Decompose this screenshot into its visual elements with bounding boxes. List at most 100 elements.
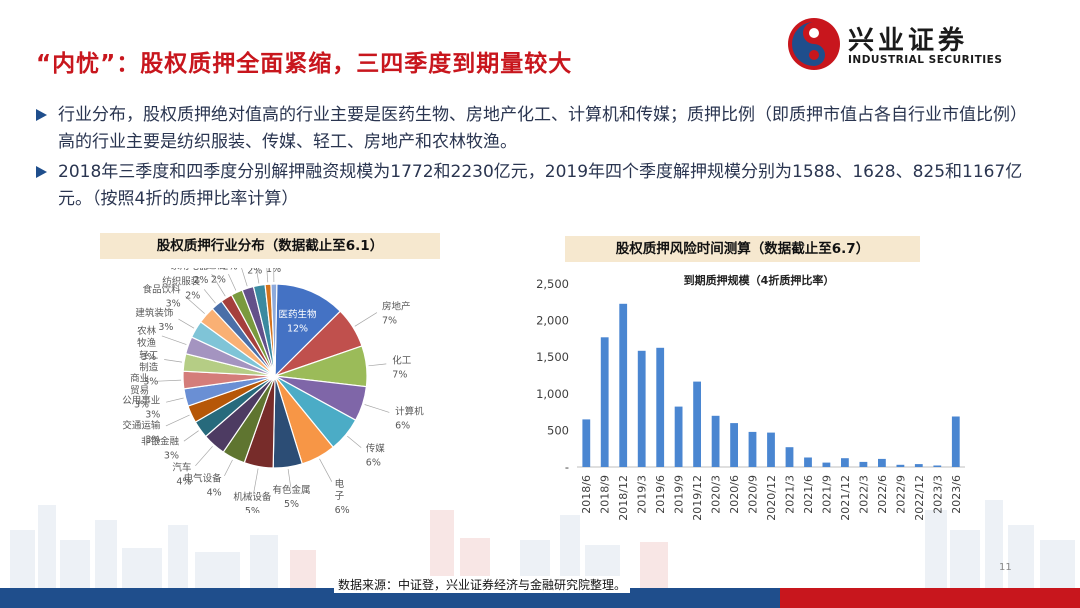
pie-label: 机械设备 [233,491,272,503]
pie-value-label: 2% [247,268,262,277]
pie-value-label: 3% [141,352,156,363]
logo-name-en: INDUSTRIAL SECURITIES [848,54,1003,66]
data-source-note: 数据来源：中证登，兴业证券经济与金融研究院整理。 [334,576,631,593]
x-tick-label: 2021/3 [784,475,797,514]
x-tick-label: 2019/3 [636,475,649,514]
x-tick-label: 2020/6 [728,475,741,514]
pie-label: 有色金属 [272,484,310,496]
y-tick-label: 500 [547,423,569,437]
pie-label: 家用电器 [170,268,209,272]
pie-label: 电气设备 [184,472,223,484]
bar [619,303,628,467]
x-tick-label: 2018/12 [617,475,630,521]
pie-leader-line [161,335,187,345]
pie-label: 非银金融 [141,436,180,448]
bar [748,431,757,467]
x-tick-label: 2022/9 [894,475,907,514]
y-tick-label: 1,000 [536,387,569,401]
bullet-text: 行业分布，股权质押绝对值高的行业主要是医药生物、房地产化工、计算机和传媒；质押比… [58,105,1027,152]
pie-leader-line [224,459,233,477]
pie-label: 汽车 [172,461,191,473]
pie-label: 建筑装饰 [135,307,173,319]
y-tick-label: 1,500 [536,350,569,364]
pie-chart-caption: 股权质押行业分布（数据截止至6.1） [100,233,440,259]
bullet-item: 2018年三季度和四季度分别解押融资规模为1772和2230亿元，2019年四个… [36,159,1036,213]
x-tick-label: 2018/9 [599,475,612,514]
pie-leader-line [164,359,183,363]
bar [914,464,923,467]
pie-label: 公用事业 [122,395,160,407]
pie-leader-line [184,296,205,314]
pie-label: 通信 [207,268,226,272]
industry-pie-chart: 医药生物 12% 房地产 7% 化工 7% 计算机 6% 传媒 6% 电子 6% 有色金属 5% 机械设备 5… [122,268,424,513]
bar [600,337,609,467]
pie-label: 农林牧渔 [137,325,157,349]
pie-leader-line [241,268,248,287]
pie-value-label: 3% [158,322,173,333]
bar [951,416,960,467]
pie-leader-line [354,312,378,327]
bar [656,347,665,467]
bar [582,419,591,467]
pie-leader-line [166,397,184,403]
pie-value-label: 7% [392,369,407,380]
pie-value-label: 6% [395,420,410,431]
pie-label: 计算机 [395,405,424,417]
pie-label: 电子 [335,478,345,502]
x-tick-label: 2019/9 [673,475,686,514]
pie-value-label: 2% [193,275,208,286]
pie-value-label: 5% [245,506,260,513]
bar [878,458,886,467]
pie-leader-line [266,268,269,283]
pie-value-label: 2% [223,268,238,273]
footer-band-blue [0,588,780,608]
pie-leader-line [195,446,213,467]
bullet-list: 行业分布，股权质押绝对值高的行业主要是医药生物、房地产化工、计算机和传媒；质押比… [36,102,1036,216]
pie-value-label: 4% [207,487,222,498]
maturity-bar-chart: 到期质押规模（4折质押比率） - 500 1,000 1,500 2,000 2,500 20… [536,273,965,521]
pie-label: 医药生物 [278,309,317,321]
footer-band [0,588,1080,608]
bar [693,381,701,467]
pie-leader-line [211,273,226,297]
logo-name-cn: 兴业证券 [848,26,969,56]
pie-leader-line [368,363,387,367]
pie-leader-line [178,318,195,329]
company-logo: 兴业证券 INDUSTRIAL SECURITIES [786,16,1056,72]
bar [674,406,683,467]
page-title: “内忧”：股权质押全面紧缩，三四季度到期量较大 [36,51,573,77]
pie-label: 商业贸易 [130,373,149,397]
logo-mark-icon [788,18,840,70]
x-tick-label: 2023/6 [950,475,963,514]
pie-label: 传媒 [366,442,386,454]
bar [933,465,942,467]
pie-leader-line [183,430,199,442]
pie-label: 纺织服装 [162,276,201,288]
bar [711,415,720,467]
pie-value-label: 2% [185,291,200,302]
pie-value-label: 3% [164,451,179,462]
pie-value-label: 2% [211,275,226,286]
pie-leader-line [319,458,333,482]
pie-value-label: 3% [145,434,160,445]
pie-label: 轻工制造 [139,350,159,374]
x-tick-label: 2019/12 [691,475,704,521]
pie-value-label: 7% [382,315,397,326]
pie-value-label: 5% [284,499,299,510]
pie-leader-line [203,289,216,304]
x-tick-label: 2023/3 [931,475,944,514]
pie-label: 房地产 [382,300,411,312]
bar [767,432,775,467]
pie-leader-line [253,468,259,495]
pie-slice [274,283,342,378]
pie-leader-line [364,404,390,413]
x-tick-label: 2021/9 [820,475,833,514]
pie-value-label: 1% [266,268,281,275]
bullet-item: 行业分布，股权质押绝对值高的行业主要是医药生物、房地产化工、计算机和传媒；质押比… [36,102,1036,156]
pie-leader-line [155,379,182,382]
skyline-decoration [10,500,1075,588]
pie-slice [270,283,278,377]
y-tick-label: - [565,460,569,474]
bullet-arrow-icon [36,166,47,178]
pie-leader-line [347,435,362,448]
